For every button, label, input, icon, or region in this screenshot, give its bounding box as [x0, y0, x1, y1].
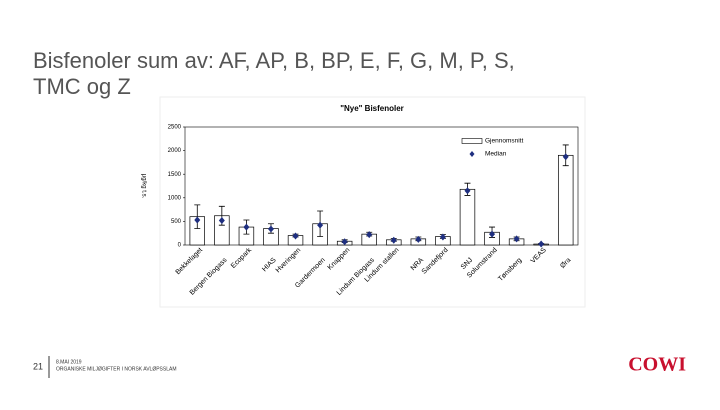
bar [459, 188, 476, 246]
median-point [194, 216, 201, 224]
chart-title: "Nye" Bisfenoler [340, 104, 404, 113]
median-point [292, 232, 299, 240]
median-point [390, 236, 397, 244]
footer-date: 8.MAI 2019 [56, 359, 82, 365]
plot-area [184, 126, 579, 246]
median-point [341, 238, 348, 246]
y-tick-label: 500 [171, 219, 182, 225]
legend-label: Median [485, 151, 507, 158]
y-axis-label: µg/kg t.s. [140, 174, 146, 199]
median-point [513, 235, 520, 243]
median-point [218, 216, 225, 224]
median-point [366, 231, 373, 239]
logo: COWI [628, 354, 686, 376]
page-number: 21 [33, 361, 43, 371]
median-point [415, 235, 422, 243]
median-point [267, 225, 274, 233]
slide-title: Bisfenoler sum av: AF, AP, B, BP, E, F, … [33, 48, 515, 73]
median-point [317, 221, 324, 229]
median-point [439, 233, 446, 241]
y-tick-label: 1000 [168, 195, 182, 201]
y-tick-label: 1500 [168, 172, 182, 178]
y-tick-label: 2500 [168, 125, 182, 131]
median-point [562, 153, 569, 161]
footer-subtitle: ORGANISKE MILJØGIFTER I NORSK AVLØPSSLAM [56, 366, 177, 372]
bar [557, 154, 574, 246]
median-point [243, 223, 250, 231]
median-point [464, 187, 471, 195]
y-tick-label: 2000 [168, 148, 182, 154]
legend-swatch [461, 138, 483, 144]
median-point [489, 230, 496, 238]
legend-label: Gjennomsnitt [485, 138, 523, 145]
legend-marker [469, 151, 475, 157]
slide-title: TMC og Z [33, 74, 131, 99]
y-tick-label: 0 [178, 243, 182, 249]
median-point [538, 240, 545, 248]
